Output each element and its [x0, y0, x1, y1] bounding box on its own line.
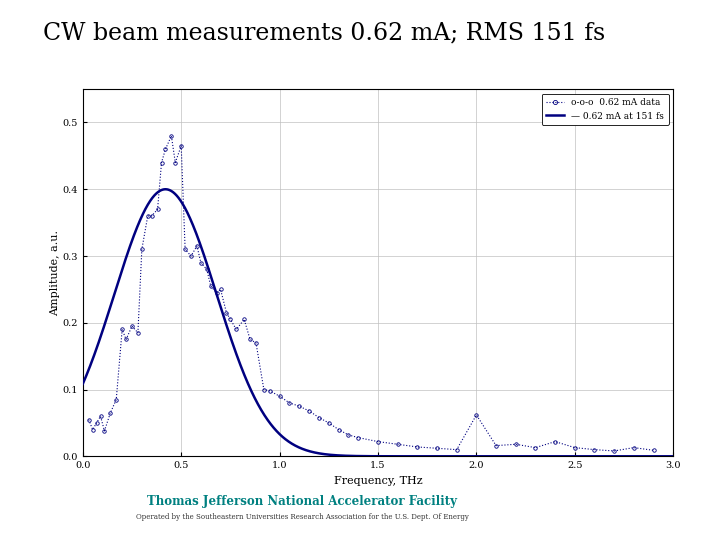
- Y-axis label: Amplitude, a.u.: Amplitude, a.u.: [50, 230, 60, 316]
- Text: Operated by the Southeastern Universities Research Association for the U.S. Dept: Operated by the Southeastern Universitie…: [136, 514, 469, 521]
- Legend: o-o-o  0.62 mA data, — 0.62 mA at 151 fs: o-o-o 0.62 mA data, — 0.62 mA at 151 fs: [541, 93, 669, 125]
- Text: Thomas Jefferson National Accelerator Facility: Thomas Jefferson National Accelerator Fa…: [148, 495, 457, 508]
- Text: CW beam measurements 0.62 mA; RMS 151 fs: CW beam measurements 0.62 mA; RMS 151 fs: [43, 22, 606, 45]
- X-axis label: Frequency, THz: Frequency, THz: [333, 476, 423, 485]
